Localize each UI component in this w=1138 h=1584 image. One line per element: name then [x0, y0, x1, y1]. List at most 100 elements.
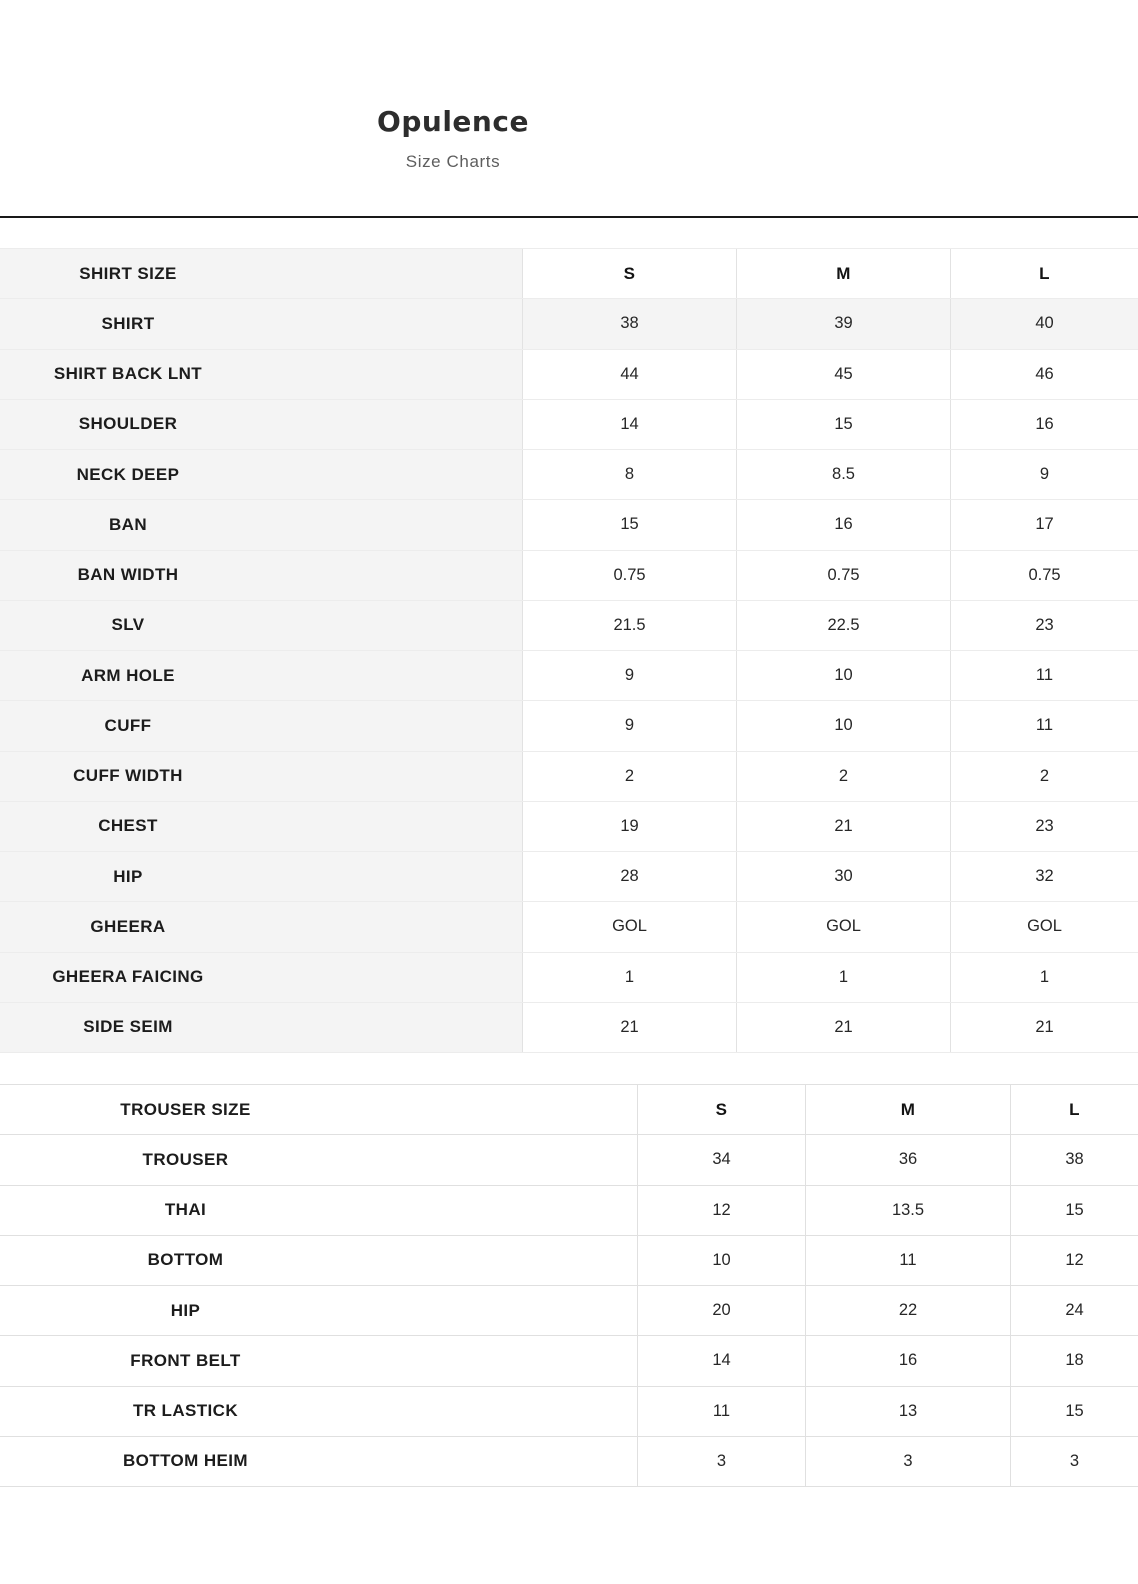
row-label: CHEST [0, 801, 522, 851]
table-row: CUFF 9 10 11 [0, 701, 1138, 752]
row-value: 36 [805, 1135, 1010, 1185]
table-row: SIDE SEIM 21 21 21 [0, 1002, 1138, 1053]
row-value: GOL [950, 902, 1138, 952]
row-label: BAN WIDTH [0, 550, 522, 600]
row-value: 15 [736, 399, 950, 449]
row-value: 22 [805, 1286, 1010, 1336]
trouser-column-header-s: S [637, 1085, 805, 1135]
shirt-column-header-l: L [950, 249, 1138, 299]
page-header: Opulence Size Charts [0, 0, 906, 172]
shirt-size-table: SHIRT SIZE S M L SHIRT 38 39 40 SHIRT BACK L… [0, 248, 1138, 1053]
row-value: 8.5 [736, 450, 950, 500]
row-value: 11 [950, 701, 1138, 751]
row-value: 12 [637, 1185, 805, 1235]
row-value: 24 [1010, 1286, 1138, 1336]
row-value: 13 [805, 1386, 1010, 1436]
row-value: 45 [736, 349, 950, 399]
table-row: HIP 28 30 32 [0, 852, 1138, 903]
table-row: CUFF WIDTH 2 2 2 [0, 751, 1138, 802]
row-value: 1 [522, 952, 736, 1002]
row-label: BOTTOM HEIM [0, 1436, 637, 1486]
row-value: 1 [736, 952, 950, 1002]
row-value: 21 [950, 1002, 1138, 1052]
shirt-column-header-s: S [522, 249, 736, 299]
row-value: 32 [950, 852, 1138, 902]
table-row: CHEST 19 21 23 [0, 801, 1138, 852]
row-label: HIP [0, 852, 522, 902]
table-row: TR LASTICK 11 13 15 [0, 1386, 1138, 1437]
row-value: 0.75 [950, 550, 1138, 600]
page-subtitle: Size Charts [405, 152, 501, 171]
row-label: ARM HOLE [0, 651, 522, 701]
row-value: 15 [522, 500, 736, 550]
row-value: 44 [522, 349, 736, 399]
row-value: 11 [637, 1386, 805, 1436]
row-value: 3 [1010, 1436, 1138, 1486]
row-label: SHOULDER [0, 399, 522, 449]
row-value: 9 [950, 450, 1138, 500]
row-label: SIDE SEIM [0, 1002, 522, 1052]
row-label: FRONT BELT [0, 1336, 637, 1386]
table-row: BAN 15 16 17 [0, 500, 1138, 551]
row-value: 39 [736, 299, 950, 349]
table-row: THAI 12 13.5 15 [0, 1185, 1138, 1236]
row-value: 40 [950, 299, 1138, 349]
table-row: TROUSER 34 36 38 [0, 1135, 1138, 1186]
table-row: BAN WIDTH 0.75 0.75 0.75 [0, 550, 1138, 601]
row-value: 22.5 [736, 600, 950, 650]
row-label: NECK DEEP [0, 450, 522, 500]
row-value: 15 [1010, 1386, 1138, 1436]
row-value: 20 [637, 1286, 805, 1336]
table-row: NECK DEEP 8 8.5 9 [0, 450, 1138, 501]
trouser-column-header-m: M [805, 1085, 1010, 1135]
table-row: SHIRT BACK LNT 44 45 46 [0, 349, 1138, 400]
row-value: 2 [950, 751, 1138, 801]
row-value: 16 [736, 500, 950, 550]
row-value: 9 [522, 701, 736, 751]
row-value: 10 [736, 701, 950, 751]
row-label: SHIRT [0, 299, 522, 349]
row-label: CUFF [0, 701, 522, 751]
table-row: SHIRT 38 39 40 [0, 299, 1138, 350]
row-value: 21 [736, 1002, 950, 1052]
row-value: 16 [805, 1336, 1010, 1386]
row-value: 38 [522, 299, 736, 349]
table-row: HIP 20 22 24 [0, 1286, 1138, 1337]
row-value: 23 [950, 600, 1138, 650]
row-value: 2 [522, 751, 736, 801]
table-row: GHEERA GOL GOL GOL [0, 902, 1138, 953]
row-value: 15 [1010, 1185, 1138, 1235]
shirt-table-rows: SHIRT 38 39 40 SHIRT BACK LNT 44 45 46 SHOULDER 1… [0, 299, 1138, 1053]
row-value: 14 [637, 1336, 805, 1386]
row-value: 18 [1010, 1336, 1138, 1386]
trouser-column-header-l: L [1010, 1085, 1138, 1135]
row-value: 14 [522, 399, 736, 449]
row-value: 21 [736, 801, 950, 851]
row-value: 3 [805, 1436, 1010, 1486]
table-row: GHEERA FAICING 1 1 1 [0, 952, 1138, 1003]
row-value: 21.5 [522, 600, 736, 650]
row-value: 17 [950, 500, 1138, 550]
row-value: 23 [950, 801, 1138, 851]
row-value: 3 [637, 1436, 805, 1486]
table-row: ARM HOLE 9 10 11 [0, 651, 1138, 702]
row-value: 38 [1010, 1135, 1138, 1185]
row-label: TR LASTICK [0, 1386, 637, 1436]
row-label: GHEERA [0, 902, 522, 952]
row-label: BOTTOM [0, 1235, 637, 1285]
row-value: 9 [522, 651, 736, 701]
row-value: 30 [736, 852, 950, 902]
trouser-table-rows: TROUSER 34 36 38 THAI 12 13.5 15 BOTTOM 10 11 12 HIP… [0, 1135, 1138, 1487]
row-value: 21 [522, 1002, 736, 1052]
shirt-column-header-m: M [736, 249, 950, 299]
row-value: 10 [637, 1235, 805, 1285]
table-row: BOTTOM HEIM 3 3 3 [0, 1436, 1138, 1487]
row-label: SLV [0, 600, 522, 650]
row-value: 0.75 [736, 550, 950, 600]
row-label: SHIRT BACK LNT [0, 349, 522, 399]
table-row: SHOULDER 14 15 16 [0, 399, 1138, 450]
row-value: 11 [805, 1235, 1010, 1285]
row-value: 46 [950, 349, 1138, 399]
page-title: Opulence [377, 105, 529, 138]
